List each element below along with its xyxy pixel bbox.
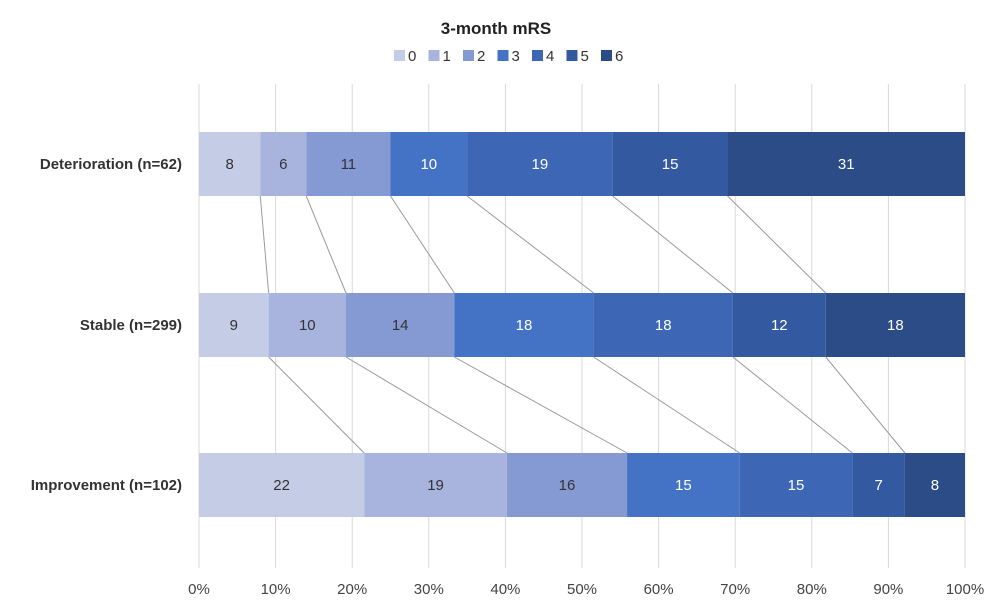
bar-segment <box>306 132 391 196</box>
bar-segment <box>199 453 365 517</box>
category-label: Stable (n=299) <box>80 317 182 334</box>
bar-segment <box>260 132 307 196</box>
data-label: 16 <box>559 477 576 494</box>
x-tick-label: 70% <box>720 581 750 598</box>
data-label: 19 <box>427 477 444 494</box>
bar-segment <box>506 453 628 517</box>
x-tick-label: 0% <box>188 581 210 598</box>
legend-label: 0 <box>408 48 416 65</box>
series-line <box>612 195 734 294</box>
category-label: Deterioration (n=62) <box>40 156 182 173</box>
data-label: 7 <box>874 477 882 494</box>
x-tick-label: 30% <box>414 581 444 598</box>
data-label: 8 <box>225 156 233 173</box>
x-tick-label: 90% <box>873 581 903 598</box>
legend-swatch <box>601 50 612 61</box>
legend-swatch <box>394 50 405 61</box>
data-label: 31 <box>838 156 855 173</box>
data-label: 10 <box>420 156 437 173</box>
x-tick-label: 20% <box>337 581 367 598</box>
bar-segment <box>612 132 728 196</box>
data-label: 22 <box>273 477 290 494</box>
legend-swatch <box>566 50 578 61</box>
data-label: 14 <box>392 317 409 334</box>
x-tick-label: 10% <box>261 581 291 598</box>
data-label: 6 <box>279 156 287 173</box>
data-label: 15 <box>662 156 679 173</box>
data-label: 15 <box>788 477 805 494</box>
x-tick-label: 80% <box>797 581 827 598</box>
data-label: 18 <box>516 317 533 334</box>
bar-segment <box>390 132 468 196</box>
x-tick-label: 40% <box>490 581 520 598</box>
series-line <box>345 356 508 454</box>
bar-segment <box>593 293 733 357</box>
legend: 0 1 2 3 4 5 6 <box>394 48 623 65</box>
bar-segment <box>627 453 740 517</box>
bar-segment <box>199 293 269 357</box>
bar-segment <box>346 293 455 357</box>
legend-label: 1 <box>443 48 451 65</box>
series-line <box>732 356 853 454</box>
data-label: 8 <box>931 477 939 494</box>
bar-segment <box>727 132 965 196</box>
x-tick-label: 50% <box>567 581 597 598</box>
bar-segment <box>904 453 965 517</box>
legend-swatch <box>463 50 474 61</box>
x-tick-label: 100% <box>946 581 984 598</box>
bar-segment <box>825 293 965 357</box>
legend-swatch <box>428 50 440 61</box>
chart-title: 3-month mRS <box>441 19 552 38</box>
series-line <box>825 356 906 454</box>
bar-segment <box>739 453 853 517</box>
series-line <box>305 195 347 294</box>
series-line <box>259 195 270 294</box>
x-axis-ticks: 0% 10% 20% 30% 40% 50% 60% 70% 80% 90% 100% <box>188 581 984 598</box>
data-label: 15 <box>675 477 692 494</box>
data-label: 11 <box>341 156 357 173</box>
legend-label: 2 <box>477 48 485 65</box>
series-line <box>593 356 740 454</box>
data-label: 10 <box>299 317 316 334</box>
series-line <box>727 195 827 294</box>
x-tick-label: 60% <box>644 581 674 598</box>
legend-label: 3 <box>512 48 520 65</box>
legend-label: 5 <box>581 48 589 65</box>
legend-swatch <box>497 50 509 61</box>
bars: 8 6 11 10 19 15 31 9 10 14 18 18 12 18 22 19 16 15 15 7 8 <box>199 132 965 517</box>
series-lines <box>259 195 906 454</box>
series-line <box>454 356 628 454</box>
series-line <box>268 356 365 454</box>
bar-segment <box>199 132 261 196</box>
bar-segment <box>364 453 507 517</box>
category-labels: Deterioration (n=62) Stable (n=299) Improv… <box>31 156 182 494</box>
bar-segment <box>467 132 613 196</box>
bar-segment <box>852 453 905 517</box>
data-label: 9 <box>230 317 238 334</box>
data-label: 12 <box>771 317 788 334</box>
data-label: 19 <box>532 156 549 173</box>
legend-label: 6 <box>615 48 623 65</box>
legend-swatch <box>532 50 543 61</box>
category-label: Improvement (n=102) <box>31 477 182 494</box>
bar-segment <box>268 293 347 357</box>
bar-segment <box>732 293 826 357</box>
bar-segment <box>454 293 594 357</box>
legend-label: 4 <box>546 48 554 65</box>
series-line <box>466 195 594 294</box>
data-label: 18 <box>887 317 904 334</box>
data-label: 18 <box>655 317 672 334</box>
series-line <box>390 195 455 294</box>
